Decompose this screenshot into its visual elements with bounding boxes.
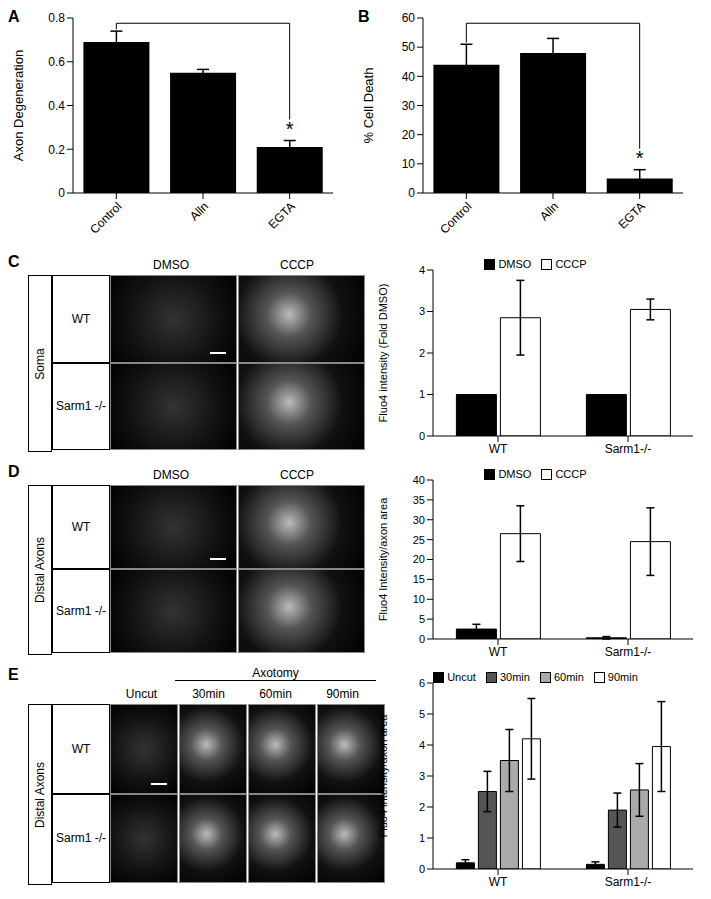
html-text:CCCP: CCCP [555,258,587,270]
html-text:DMSO: DMSO [153,468,189,482]
svg-text:*: * [286,118,294,140]
html-text:DMSO: DMSO [498,258,532,270]
html-text:90min: 90min [607,671,638,683]
svg-text:Sarm1-/-: Sarm1-/- [605,875,652,889]
svg-text:WT: WT [489,442,508,456]
svg-text:50: 50 [402,40,416,54]
svg-text:WT: WT [489,645,508,659]
svg-text:0: 0 [58,186,65,200]
svg-text:30: 30 [413,514,425,526]
svg-text:EGTA: EGTA [265,199,297,231]
svg-text:15: 15 [413,573,425,585]
svg-text:3: 3 [419,305,425,317]
svg-text:Sarm1-/-: Sarm1-/- [605,442,652,456]
html-text:60min: 60min [259,687,292,701]
svg-text:1: 1 [419,832,425,844]
svg-text:4: 4 [419,739,425,751]
svg-text:EGTA: EGTA [615,199,647,231]
svg-text:20: 20 [413,553,425,565]
svg-text:Control: Control [437,199,474,236]
html-text:WT: WT [71,741,91,756]
svg-text:Control: Control [87,199,124,236]
svg-text:0.2: 0.2 [48,143,65,157]
html-text:30min: 30min [499,671,530,683]
svg-text:0: 0 [419,633,425,645]
svg-text:0: 0 [419,430,425,442]
html-text:Uncut: Uncut [447,671,476,683]
html-text:DMSO: DMSO [498,468,532,480]
html-text:Soma: Soma [33,347,47,380]
html-text:Sarm1 -/-: Sarm1 -/- [56,831,106,846]
html-text:CCCP: CCCP [555,468,587,480]
svg-text:40: 40 [413,474,425,486]
svg-text:1: 1 [419,388,425,400]
html-text:Sarm1 -/-: Sarm1 -/- [56,399,106,414]
html-text:Distal Axons: Distal Axons [33,761,47,828]
svg-text:10: 10 [402,157,416,171]
svg-text:10: 10 [413,593,425,605]
svg-text:5: 5 [419,613,425,625]
svg-text:25: 25 [413,534,425,546]
svg-text:2: 2 [419,801,425,813]
svg-text:6: 6 [419,677,425,689]
svg-text:20: 20 [402,128,416,142]
svg-text:Alln: Alln [187,199,211,223]
html-text:30min: 30min [192,687,225,701]
html-text:C: C [8,253,20,270]
svg-text:30: 30 [402,99,416,113]
svg-text:2: 2 [419,347,425,359]
svg-text:0: 0 [408,186,415,200]
svg-text:3: 3 [419,770,425,782]
html-text:WT: WT [71,311,91,326]
html-text:60min: 60min [553,671,584,683]
svg-text:Fluo4 intensity/axon area: Fluo4 intensity/axon area [377,714,389,838]
svg-text:35: 35 [413,494,425,506]
svg-text:Fluo4 Intensity/axon area: Fluo4 Intensity/axon area [377,497,389,621]
svg-text:Sarm1-/-: Sarm1-/- [605,645,652,659]
svg-text:0.4: 0.4 [48,99,65,113]
svg-text:0: 0 [419,863,425,875]
html-text:D: D [8,463,20,480]
svg-text:5: 5 [419,708,425,720]
svg-text:Axon Degeneration: Axon Degeneration [11,50,26,161]
html-text:Distal Axons: Distal Axons [33,537,47,603]
html-text:E: E [8,666,19,683]
html-text:B: B [358,8,370,25]
html-text:A: A [8,8,20,25]
svg-text:% Cell Death: % Cell Death [361,68,376,144]
html-text:90min: 90min [326,687,359,701]
svg-text:0.8: 0.8 [48,11,65,25]
html-text:CCCP: CCCP [280,258,314,272]
svg-text:Fluo4 intensity (Fold DMSO): Fluo4 intensity (Fold DMSO) [377,284,389,423]
svg-text:Alln: Alln [537,199,561,223]
html-text:WT: WT [71,520,91,534]
html-text:Uncut: Uncut [125,687,158,701]
svg-text:*: * [636,147,644,169]
html-text:DMSO: DMSO [153,258,189,272]
svg-text:4: 4 [419,264,425,276]
html-text:CCCP: CCCP [280,468,314,482]
svg-text:40: 40 [402,70,416,84]
svg-text:60: 60 [402,11,416,25]
html-text:Axotomy: Axotomy [252,666,299,680]
svg-text:0.6: 0.6 [48,55,65,69]
svg-text:WT: WT [489,875,508,889]
html-text:Sarm1 -/-: Sarm1 -/- [56,604,106,618]
